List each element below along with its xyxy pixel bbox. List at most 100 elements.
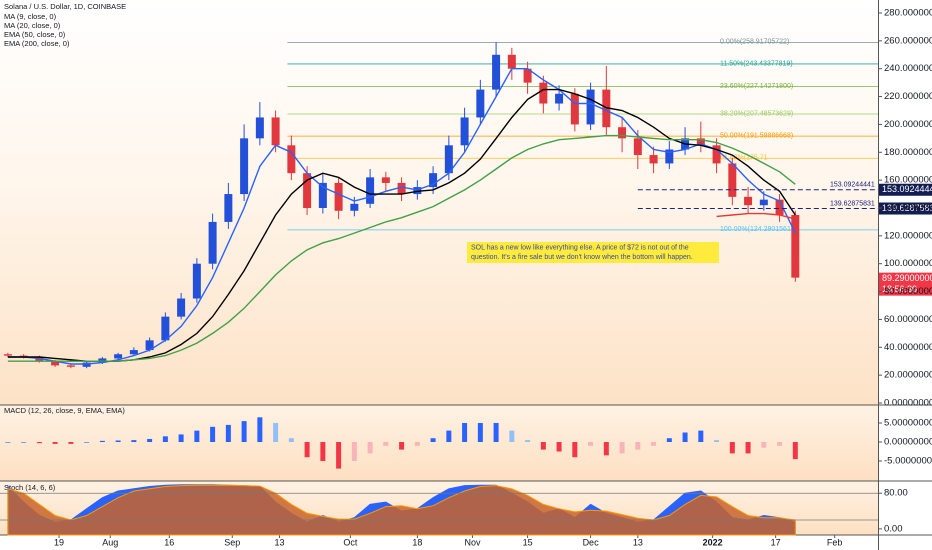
macd-bar xyxy=(556,442,562,452)
x-tick-label: 2022 xyxy=(703,537,723,547)
fib-label: 0.00%(258.91705722) xyxy=(720,39,789,46)
candle-body xyxy=(586,89,595,125)
y-tick-label: 180.00000000 xyxy=(884,147,932,158)
macd-bar xyxy=(714,440,720,443)
x-tick-label: Dec xyxy=(583,537,600,547)
candle-body xyxy=(224,194,233,222)
y-tick-label: 140.00000000 xyxy=(884,203,932,214)
macd-bar xyxy=(131,440,137,443)
candle-body xyxy=(429,173,438,188)
annotation-box xyxy=(467,242,719,263)
macd-bar xyxy=(414,442,420,446)
fib-label: 100.00%(124.28015614) xyxy=(720,226,797,233)
macd-bar xyxy=(5,442,11,443)
macd-title: MACD (12, 26, close, 9, EMA, EMA) xyxy=(4,406,125,415)
y-tick-label: 240.00000000 xyxy=(884,63,932,74)
y-tick-label: 0.00 xyxy=(884,523,903,534)
candle-body xyxy=(507,54,516,69)
price-line-label: 153.09244441 xyxy=(830,182,875,189)
macd-bar xyxy=(399,442,405,450)
macd-bar xyxy=(210,426,216,443)
y-tick-label: 60.00000000 xyxy=(884,314,932,325)
x-tick-label: Aug xyxy=(102,537,118,547)
y-tick-label: 260.00000000 xyxy=(884,35,932,46)
candle-body xyxy=(633,138,642,156)
macd-bar xyxy=(351,442,357,462)
x-tick-label: 16 xyxy=(164,537,174,547)
macd-bar xyxy=(336,442,342,469)
candle-body xyxy=(618,127,627,139)
macd-bar xyxy=(666,438,672,443)
macd-bar xyxy=(430,438,436,443)
candle-body xyxy=(649,155,658,164)
x-tick-label: Sep xyxy=(224,537,240,547)
candle-body xyxy=(161,316,170,341)
macd-bar xyxy=(525,440,531,443)
stoch-title: Stoch (14, 6, 6) xyxy=(4,483,56,492)
y-tick-label: 0.00000000 xyxy=(884,437,932,448)
macd-bar xyxy=(729,442,735,454)
last-price-tag xyxy=(879,272,932,296)
macd-bar xyxy=(792,442,798,460)
price-line-label: 139.62875831 xyxy=(830,200,875,207)
macd-bar xyxy=(462,423,468,443)
macd-bar xyxy=(367,442,373,454)
y-tick-label: 40.00000000 xyxy=(884,342,932,353)
macd-bar xyxy=(304,442,310,458)
macd-bar xyxy=(99,440,105,443)
macd-bar xyxy=(572,442,578,458)
macd-bar xyxy=(745,442,751,454)
macd-bar xyxy=(225,424,231,443)
price-line-tag xyxy=(879,202,932,215)
macd-bar xyxy=(194,430,200,443)
y-tick-label: 0.00000000 xyxy=(884,398,932,409)
macd-bar xyxy=(493,423,499,443)
macd-bar xyxy=(588,442,594,446)
macd-bar xyxy=(241,421,247,443)
macd-bar xyxy=(21,442,27,443)
candle-body xyxy=(712,145,721,164)
legend-entry: EMA (50, close, 0) xyxy=(4,30,66,39)
candle-body xyxy=(476,89,485,118)
macd-bar xyxy=(682,432,688,443)
candle-body xyxy=(145,340,154,351)
candle-body xyxy=(791,214,800,278)
fib-label: 11.50%(243.43377819) xyxy=(720,60,793,67)
candle-body xyxy=(318,182,327,208)
macd-bar xyxy=(509,430,515,443)
candle-body xyxy=(397,182,406,195)
x-tick-label: Nov xyxy=(464,537,481,547)
macd-bar xyxy=(635,442,641,450)
candle-body xyxy=(177,298,186,317)
macd-bar xyxy=(288,438,294,443)
candle-body xyxy=(192,263,201,299)
y-tick-label: 20.00000000 xyxy=(884,370,932,381)
legend-entry: MA (20, close, 0) xyxy=(4,21,61,30)
price-line-tag xyxy=(879,183,932,196)
ma-line xyxy=(716,212,796,220)
stoch-area xyxy=(7,484,796,536)
candle-body xyxy=(460,117,469,146)
chart-title: Solana / U.S. Dollar, 1D, COINBASE xyxy=(4,2,126,11)
legend-entry: EMA (200, close, 0) xyxy=(4,39,70,48)
x-tick-label: 15 xyxy=(523,537,533,547)
macd-bar xyxy=(320,442,326,462)
y-tick-label: -5.00000000 xyxy=(884,456,932,467)
candle-body xyxy=(35,357,44,362)
macd-bar xyxy=(68,442,74,444)
price-line-tag-label: 139.62875831 xyxy=(882,203,932,213)
y-tick-label: 80.00000000 xyxy=(884,286,932,297)
y-tick-label: 100.00000000 xyxy=(884,258,932,269)
candle-body xyxy=(570,93,579,125)
x-tick-label: 13 xyxy=(275,537,285,547)
candle-body xyxy=(114,354,123,359)
annotation-text: SOL has a new low like everything else. … xyxy=(471,244,689,251)
x-tick-label: Oct xyxy=(343,537,358,547)
macd-bar xyxy=(619,442,625,454)
y-tick-label: 160.00000000 xyxy=(884,175,932,186)
main-plot: 0.00%(258.91705722) 11.50%(243.43377819) 2… xyxy=(3,39,878,369)
candle-body xyxy=(255,117,264,139)
candle-body xyxy=(366,177,375,204)
countdown: 18:56:30 xyxy=(882,284,917,294)
